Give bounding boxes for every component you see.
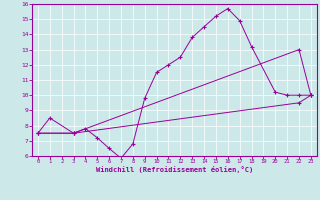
X-axis label: Windchill (Refroidissement éolien,°C): Windchill (Refroidissement éolien,°C) [96,166,253,173]
